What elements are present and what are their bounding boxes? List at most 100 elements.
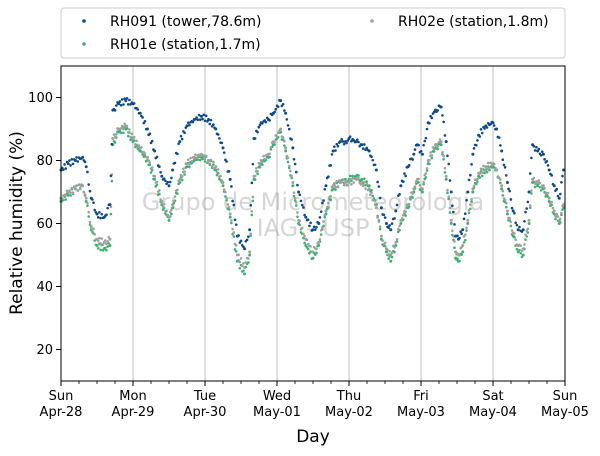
- data-point: [268, 119, 271, 122]
- data-point: [444, 174, 448, 178]
- data-point: [323, 213, 327, 217]
- data-point: [373, 203, 377, 207]
- data-point: [497, 136, 501, 139]
- data-point: [126, 103, 130, 106]
- data-point: [106, 240, 109, 243]
- data-point: [75, 184, 78, 188]
- legend-label: RH091 (tower,78.6m): [110, 14, 261, 30]
- data-point: [110, 179, 114, 183]
- data-point: [238, 266, 242, 270]
- data-point: [537, 179, 541, 182]
- data-point: [334, 185, 337, 189]
- data-point: [338, 140, 342, 144]
- data-point: [412, 152, 416, 156]
- data-point: [239, 257, 243, 260]
- y-tick-label: 100: [28, 91, 53, 106]
- data-point: [541, 152, 545, 156]
- data-point: [428, 162, 431, 166]
- data-point: [417, 180, 420, 184]
- data-point: [395, 203, 399, 207]
- data-point: [441, 150, 444, 154]
- data-point: [367, 149, 371, 153]
- data-point: [492, 162, 496, 166]
- data-point: [105, 248, 108, 252]
- data-point: [562, 203, 566, 207]
- data-point: [210, 165, 214, 168]
- data-point: [488, 168, 491, 172]
- data-point: [509, 220, 513, 224]
- watermark: Grupo de Micrometeorologia IAG - USP: [142, 188, 484, 242]
- watermark-line-1: Grupo de Micrometeorologia: [142, 188, 484, 216]
- data-point: [546, 191, 550, 195]
- data-point: [523, 219, 526, 223]
- data-point: [81, 184, 85, 188]
- data-point: [547, 168, 551, 172]
- data-point: [541, 184, 545, 188]
- data-point: [195, 156, 198, 160]
- data-point: [458, 236, 461, 240]
- legend-label: RH02e (station,1.8m): [398, 14, 549, 30]
- data-point: [519, 251, 523, 255]
- data-point: [425, 127, 429, 131]
- y-tick-label: 20: [36, 343, 53, 358]
- data-point: [507, 187, 510, 191]
- data-point: [281, 136, 285, 139]
- data-point: [560, 180, 563, 184]
- data-point: [448, 206, 452, 210]
- data-point: [100, 212, 104, 216]
- data-point: [243, 247, 247, 251]
- data-point: [382, 213, 386, 217]
- data-point: [119, 103, 123, 107]
- data-point: [365, 180, 369, 183]
- series-layer: [59, 97, 566, 276]
- data-point: [299, 199, 303, 203]
- data-point: [515, 223, 519, 227]
- data-point: [292, 191, 296, 195]
- data-point: [308, 224, 311, 228]
- data-point: [412, 187, 416, 191]
- data-point: [69, 164, 72, 167]
- data-point: [218, 137, 221, 140]
- data-point: [503, 166, 507, 169]
- data-point: [83, 193, 87, 196]
- data-point: [160, 203, 164, 207]
- data-point: [384, 250, 388, 254]
- data-point: [383, 216, 387, 219]
- data-point: [201, 157, 204, 161]
- data-point: [456, 234, 459, 238]
- data-point: [411, 158, 414, 161]
- data-point: [100, 237, 104, 240]
- data-point: [294, 201, 298, 204]
- data-point: [417, 177, 420, 181]
- data-point: [394, 240, 398, 244]
- data-point: [387, 257, 390, 260]
- data-point: [88, 189, 92, 193]
- data-point: [352, 181, 356, 184]
- data-point: [195, 116, 198, 119]
- data-point: [87, 210, 91, 214]
- data-point: [547, 199, 551, 203]
- data-point: [370, 155, 373, 159]
- data-point: [559, 192, 562, 196]
- data-point: [526, 227, 530, 231]
- data-point: [220, 179, 224, 182]
- data-point: [343, 181, 347, 185]
- data-point: [153, 174, 157, 178]
- data-point: [106, 245, 109, 248]
- data-point: [315, 226, 318, 229]
- data-point: [162, 202, 166, 206]
- data-point: [102, 240, 106, 244]
- data-point: [429, 151, 432, 154]
- data-point: [261, 122, 264, 125]
- data-point: [107, 242, 111, 245]
- data-point: [145, 127, 149, 131]
- data-point: [126, 131, 130, 134]
- data-point: [315, 251, 318, 255]
- data-point: [505, 209, 509, 213]
- data-point: [560, 213, 563, 217]
- data-point: [212, 123, 215, 126]
- data-point: [461, 250, 465, 254]
- data-point: [545, 160, 549, 163]
- data-point: [104, 246, 107, 250]
- data-point: [244, 261, 248, 264]
